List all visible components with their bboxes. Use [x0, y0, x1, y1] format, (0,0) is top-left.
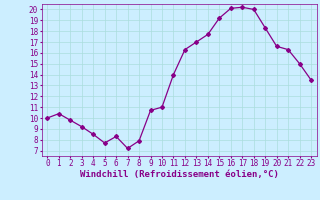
X-axis label: Windchill (Refroidissement éolien,°C): Windchill (Refroidissement éolien,°C): [80, 170, 279, 179]
